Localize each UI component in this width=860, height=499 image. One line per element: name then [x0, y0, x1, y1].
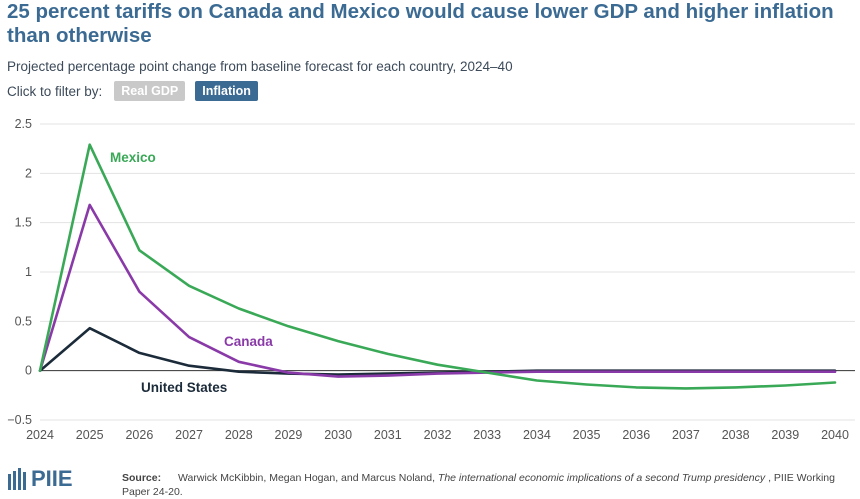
- y-tick-label: 1.5: [15, 216, 32, 230]
- chart-subtitle: Projected percentage point change from b…: [7, 59, 513, 74]
- series-line-canada: [38, 203, 837, 378]
- source-title: The international economic implications …: [437, 472, 766, 484]
- series-label-united-states: United States: [141, 380, 227, 395]
- x-tick-label: 2037: [672, 428, 700, 442]
- x-tick-label: 2040: [821, 428, 849, 442]
- x-tick-label: 2030: [324, 428, 352, 442]
- x-tick-label: 2025: [76, 428, 104, 442]
- piie-logo: PIIE: [7, 468, 73, 490]
- piie-logo-icon: [8, 468, 26, 490]
- source-authors: Warwick McKibbin, Megan Hogan, and Marcu…: [178, 472, 435, 484]
- line-chart: −0.500.511.522.5 2024 2025 2026 2027 2028 202…: [7, 117, 855, 442]
- piie-logo-text: PIIE: [31, 466, 73, 491]
- x-tick-label: 2031: [374, 428, 402, 442]
- x-tick-label: 2027: [175, 428, 203, 442]
- y-tick-label: 2: [25, 166, 32, 180]
- y-tick-label: 1: [25, 265, 32, 279]
- series-line-united-states: [38, 326, 837, 376]
- x-tick-label: 2029: [275, 428, 303, 442]
- y-tick-label: −0.5: [7, 413, 32, 427]
- footer: PIIE Source: Warwick McKibbin, Megan Hog…: [0, 464, 860, 498]
- x-tick-label: 2038: [722, 428, 750, 442]
- x-tick-label: 2035: [573, 428, 601, 442]
- x-tick-label: 2024: [26, 428, 54, 442]
- x-tick-label: 2033: [473, 428, 501, 442]
- y-tick-label: 0: [25, 364, 32, 378]
- filter-inflation-button[interactable]: Inflation: [195, 81, 258, 101]
- filter-real-gdp-button[interactable]: Real GDP: [114, 81, 186, 101]
- x-tick-label: 2026: [125, 428, 153, 442]
- x-axis-ticks: 2024 2025 2026 2027 2028 2029 2030 2031 2032 2033…: [26, 428, 849, 442]
- series-label-mexico: Mexico: [110, 150, 156, 165]
- x-tick-label: 2032: [424, 428, 452, 442]
- series-line-mexico: [38, 143, 837, 390]
- chart-gridlines: [40, 123, 855, 421]
- series-label-canada: Canada: [224, 334, 273, 349]
- page-title: 25 percent tariffs on Canada and Mexico …: [7, 0, 834, 47]
- y-tick-label: 2.5: [15, 117, 32, 131]
- x-tick-label: 2034: [523, 428, 551, 442]
- x-tick-label: 2039: [771, 428, 799, 442]
- source-note: Source: Warwick McKibbin, Megan Hogan, a…: [122, 471, 842, 499]
- source-key: Source:: [122, 472, 162, 484]
- filter-label: Click to filter by:: [7, 83, 103, 99]
- y-tick-label: 0.5: [15, 314, 32, 328]
- x-tick-label: 2028: [225, 428, 253, 442]
- y-axis-ticks: −0.5 0 0.5 1 1.5 2 2.5: [7, 117, 32, 427]
- x-tick-label: 2036: [622, 428, 650, 442]
- filter-bar: Click to filter by: Real GDP Inflation: [7, 81, 268, 101]
- chart-series: [38, 143, 837, 390]
